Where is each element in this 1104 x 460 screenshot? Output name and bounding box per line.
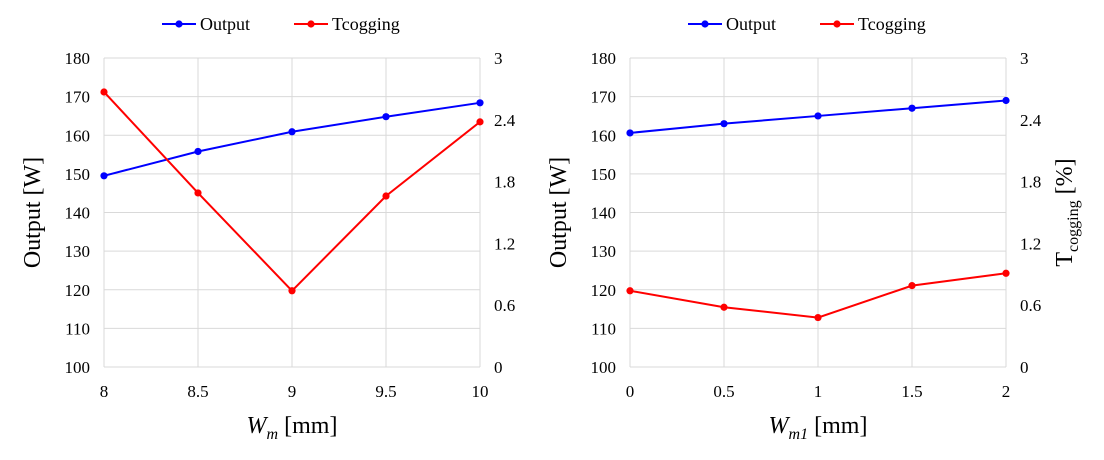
y2-tick-label: 3	[494, 49, 503, 68]
x-axis-label: Wm [mm]	[247, 413, 338, 443]
y-tick-label: 100	[65, 358, 91, 377]
data-point-output	[626, 129, 634, 137]
legend-label-output: Output	[726, 14, 776, 34]
data-point-output	[288, 128, 296, 136]
y2-tick-label: 2.4	[494, 111, 516, 130]
y-axis-label: Output [W]	[546, 157, 572, 268]
data-point-tcogging	[814, 313, 822, 322]
x-tick-label: 1.5	[901, 382, 922, 401]
legend-marker-tcogging	[833, 20, 841, 28]
data-point-tcogging	[194, 189, 202, 197]
y-tick-label: 150	[591, 165, 617, 184]
data-point-output	[720, 120, 728, 128]
data-point-tcogging	[382, 192, 390, 200]
legend-label-tcogging: Tcogging	[858, 14, 926, 34]
legend-marker-tcogging	[307, 20, 315, 28]
data-point-tcogging	[908, 282, 916, 290]
x-axis-label-unit: [mm]	[278, 413, 337, 439]
data-point-output	[476, 99, 484, 107]
data-point-output	[382, 113, 390, 121]
x-axis-label-subscript: m1	[789, 426, 809, 443]
x-axis-label-subscript: m	[267, 426, 279, 443]
x-tick-label: 2	[1002, 382, 1011, 401]
data-point-tcogging	[100, 88, 108, 96]
legend-item-output: Output	[688, 14, 776, 34]
y-tick-label: 140	[591, 204, 617, 223]
y-tick-label: 180	[65, 49, 91, 68]
y-tick-label: 120	[65, 281, 91, 300]
y-tick-label: 130	[591, 242, 617, 261]
x-tick-label: 8.5	[187, 382, 208, 401]
y2-tick-label: 3	[1020, 49, 1029, 68]
x-tick-label: 8	[100, 382, 109, 401]
legend-item-output: Output	[162, 14, 250, 34]
x-axis-label-unit: [mm]	[808, 413, 867, 439]
x-tick-label: 0	[626, 382, 635, 401]
y-tick-label: 130	[65, 242, 91, 261]
y-tick-label: 150	[65, 165, 91, 184]
y-tick-label: 170	[591, 88, 617, 107]
data-point-output	[194, 147, 202, 156]
y2-tick-label: 1.8	[1020, 173, 1041, 192]
x-tick-label: 9	[288, 382, 297, 401]
y2-axis-label-subscript: cogging	[1065, 200, 1082, 252]
y-tick-label: 180	[591, 49, 617, 68]
y2-tick-label: 0.6	[1020, 296, 1041, 315]
data-point-tcogging	[720, 303, 728, 311]
x-axis-label-main: W	[247, 413, 269, 439]
legend-label-tcogging: Tcogging	[332, 14, 400, 34]
data-point-tcogging	[288, 287, 296, 295]
y-axis-label: Output [W]	[20, 157, 46, 268]
y-tick-label: 110	[591, 319, 616, 338]
data-point-output	[1002, 96, 1010, 105]
y-tick-label: 100	[591, 358, 617, 377]
y2-tick-label: 0	[1020, 358, 1029, 377]
y-tick-label: 110	[65, 319, 90, 338]
y2-tick-label: 1.8	[494, 173, 515, 192]
x-tick-label: 10	[472, 382, 489, 401]
x-tick-label: 0.5	[713, 382, 734, 401]
legend-item-tcogging: Tcogging	[294, 14, 400, 34]
y-tick-label: 120	[591, 281, 617, 300]
y-tick-label: 160	[591, 126, 617, 145]
x-tick-label: 1	[814, 382, 823, 401]
y-tick-label: 160	[65, 126, 91, 145]
y2-axis-label: Tcogging [%]	[1052, 158, 1082, 266]
x-axis-label-main: W	[769, 413, 791, 439]
data-point-tcogging	[626, 287, 634, 295]
y2-tick-label: 0	[494, 358, 503, 377]
y2-tick-label: 0.6	[494, 296, 515, 315]
data-point-tcogging	[476, 118, 484, 126]
y-tick-label: 140	[65, 204, 91, 223]
x-axis-label: Wm1 [mm]	[769, 413, 868, 443]
legend-marker-output	[175, 20, 183, 28]
y2-axis-label-main: T	[1052, 252, 1078, 267]
y-tick-label: 170	[65, 88, 91, 107]
data-point-output	[814, 112, 822, 120]
y2-tick-label: 2.4	[1020, 111, 1042, 130]
y2-tick-label: 1.2	[494, 234, 515, 253]
data-point-output	[908, 104, 916, 112]
y2-tick-label: 1.2	[1020, 234, 1041, 253]
data-point-output	[100, 172, 108, 180]
x-tick-label: 9.5	[375, 382, 396, 401]
legend-marker-output	[701, 20, 709, 28]
legend-item-tcogging: Tcogging	[820, 14, 926, 34]
legend-label-output: Output	[200, 14, 250, 34]
data-point-tcogging	[1002, 269, 1010, 277]
y2-axis-label-unit: [%]	[1052, 158, 1078, 200]
